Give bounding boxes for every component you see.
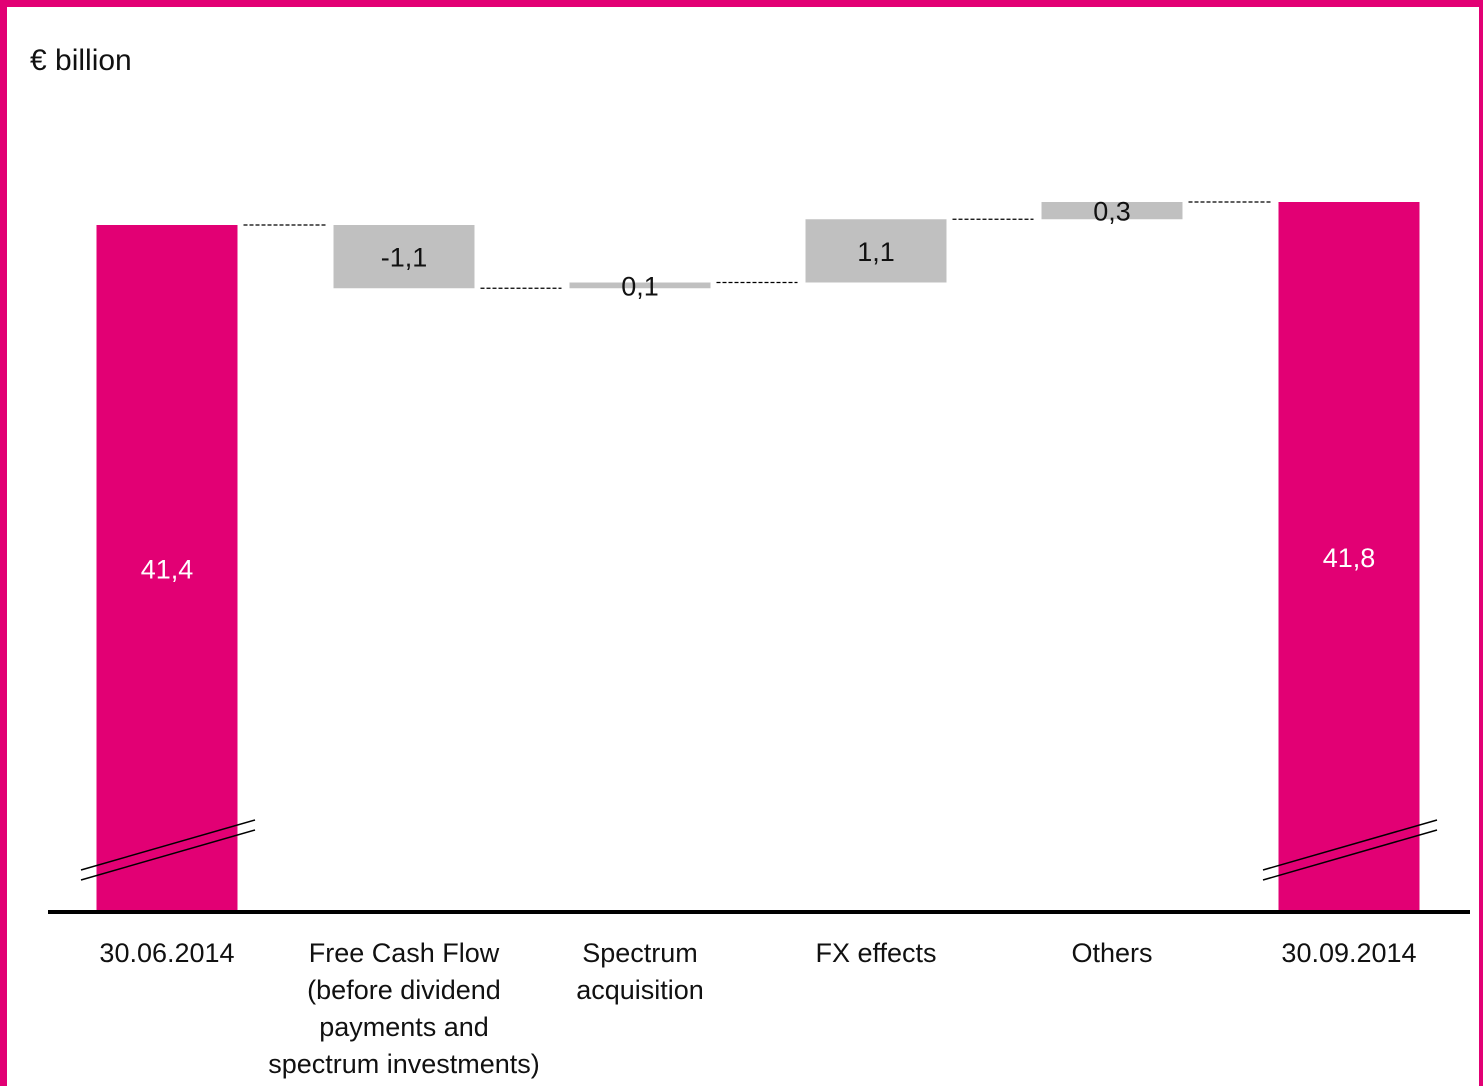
unit-label: € billion [30, 44, 132, 77]
category-label-line: FX effects [815, 938, 936, 968]
category-label: 30.09.2014 [1281, 938, 1416, 968]
delta-bar [333, 225, 475, 289]
category-label-line: acquisition [576, 975, 704, 1005]
delta-bar [805, 219, 947, 283]
data-label: 0,1 [621, 271, 659, 301]
data-label: -1,1 [381, 243, 428, 273]
data-label: 0,3 [1093, 197, 1131, 227]
data-label: 41,8 [1323, 543, 1376, 573]
delta-bar [1041, 202, 1183, 220]
axis-break-mark [80, 829, 256, 881]
category-label-line: Spectrum [582, 938, 698, 968]
category-label-line: spectrum investments) [268, 1049, 540, 1079]
category-label-line: payments and [319, 1012, 489, 1042]
data-label: 41,4 [141, 555, 194, 585]
axis-break-mark [80, 819, 256, 871]
data-label: 1,1 [857, 237, 895, 267]
category-label-line: Others [1071, 938, 1152, 968]
total-bar [96, 225, 238, 912]
delta-bar [569, 282, 711, 289]
category-label-line: 30.09.2014 [1281, 938, 1416, 968]
category-label-line: (before dividend [307, 975, 501, 1005]
category-label: FX effects [815, 938, 936, 968]
category-label: Others [1071, 938, 1152, 968]
category-label-line: 30.06.2014 [99, 938, 234, 968]
axis-break-mark [1262, 819, 1438, 871]
category-label: 30.06.2014 [99, 938, 234, 968]
category-label: Free Cash Flow (before dividend payments a… [268, 938, 540, 1079]
category-label: Spectrum acquisition [576, 938, 704, 1005]
total-bar [1278, 202, 1420, 912]
category-label-line: Free Cash Flow [309, 938, 500, 968]
axis-break-mark [1262, 829, 1438, 881]
